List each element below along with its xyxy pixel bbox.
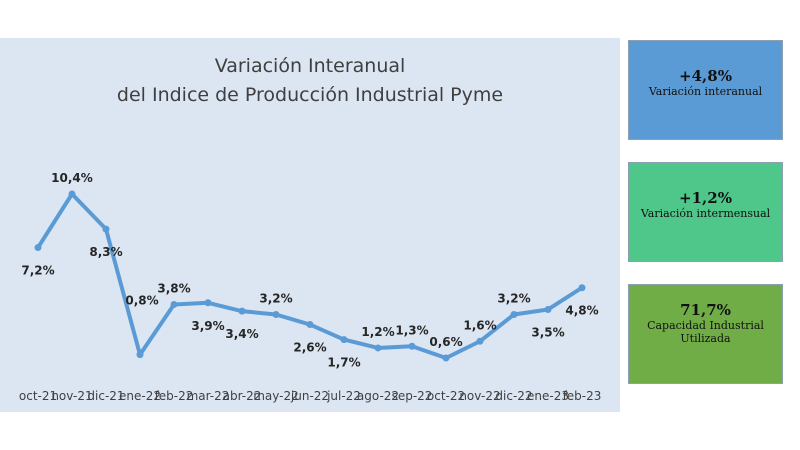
x-tick-label: dic-22 <box>495 389 532 403</box>
x-tick-label: sep-22 <box>392 389 433 403</box>
capacidad-label: Capacidad Industrial Utilizada <box>647 319 764 345</box>
data-label: 3,4% <box>225 327 258 341</box>
data-label: 0,8% <box>125 294 158 308</box>
data-label: 3,5% <box>531 325 564 339</box>
data-point <box>170 300 178 308</box>
interanual-label: Variación interanual <box>648 85 763 98</box>
data-label: 10,4% <box>51 171 93 185</box>
data-label: 3,2% <box>497 291 530 305</box>
x-tick-label: nov-22 <box>459 389 500 403</box>
x-tick-label: oct-21 <box>19 389 57 403</box>
data-label: 0,6% <box>429 335 462 349</box>
data-point <box>578 284 586 292</box>
line-chart: 7,2% 10,4% 8,3% 0,8%3,8% 3,9%3,4% 3,2% 2,6%1,7… <box>19 171 602 403</box>
x-tick-label: jul-22 <box>326 389 361 403</box>
x-tick-label: ene-22 <box>119 389 161 403</box>
data-label: 8,3% <box>89 245 122 259</box>
chart-panel: Variación Interanual del Indice de Produ… <box>0 38 620 412</box>
capacidad-value: 71,7% <box>680 301 731 319</box>
data-label: 1,2% <box>361 325 394 339</box>
data-point <box>476 337 484 345</box>
data-point <box>510 310 518 318</box>
data-point <box>544 305 552 313</box>
data-point <box>238 307 246 315</box>
x-tick-label: feb-23 <box>563 389 602 403</box>
data-point <box>374 344 382 352</box>
data-point <box>272 310 280 318</box>
data-point <box>306 321 314 329</box>
data-label: 7,2% <box>21 264 54 278</box>
x-tick-label: mar-22 <box>187 389 230 403</box>
x-tick-label: jun-22 <box>290 389 329 403</box>
data-label: 1,6% <box>463 318 496 332</box>
data-point <box>408 342 416 350</box>
x-tick-label: may-22 <box>253 389 299 403</box>
data-point <box>340 336 348 344</box>
data-point <box>442 354 450 362</box>
data-label: 2,6% <box>293 341 326 355</box>
data-label: 1,3% <box>395 323 428 337</box>
data-label: 3,9% <box>191 319 224 333</box>
data-point <box>102 225 110 233</box>
chart-title: Variación Interanual del Indice de Produ… <box>60 52 560 110</box>
capacidad-card: 71,7% Capacidad Industrial Utilizada <box>628 284 783 384</box>
x-tick-label: ene-23 <box>527 389 569 403</box>
interanual-value: +4,8% <box>679 67 732 85</box>
chart-title-line-1: Variación Interanual <box>214 55 406 77</box>
data-label: 3,2% <box>259 291 292 305</box>
chart-title-line-2: del Indice de Producción Industrial Pyme <box>116 84 504 106</box>
x-tick-label: ago-22 <box>357 389 399 403</box>
intermensual-card: +1,2% Variación intermensual <box>628 162 783 262</box>
data-point <box>34 244 42 252</box>
x-tick-label: abr-22 <box>223 389 262 403</box>
series-line <box>36 192 584 360</box>
data-point <box>68 190 76 198</box>
data-point <box>204 299 212 307</box>
x-tick-label: dic-21 <box>87 389 124 403</box>
intermensual-label: Variación intermensual <box>640 207 771 220</box>
interanual-card: +4,8% Variación interanual <box>628 40 783 140</box>
x-tick-label: oct-22 <box>427 389 465 403</box>
x-tick-label: nov-21 <box>51 389 92 403</box>
data-label: 1,7% <box>327 356 360 370</box>
intermensual-value: +1,2% <box>679 189 732 207</box>
data-label: 4,8% <box>565 304 598 318</box>
x-tick-label: feb-22 <box>155 389 194 403</box>
data-label: 3,8% <box>157 281 190 295</box>
data-point <box>136 351 144 359</box>
